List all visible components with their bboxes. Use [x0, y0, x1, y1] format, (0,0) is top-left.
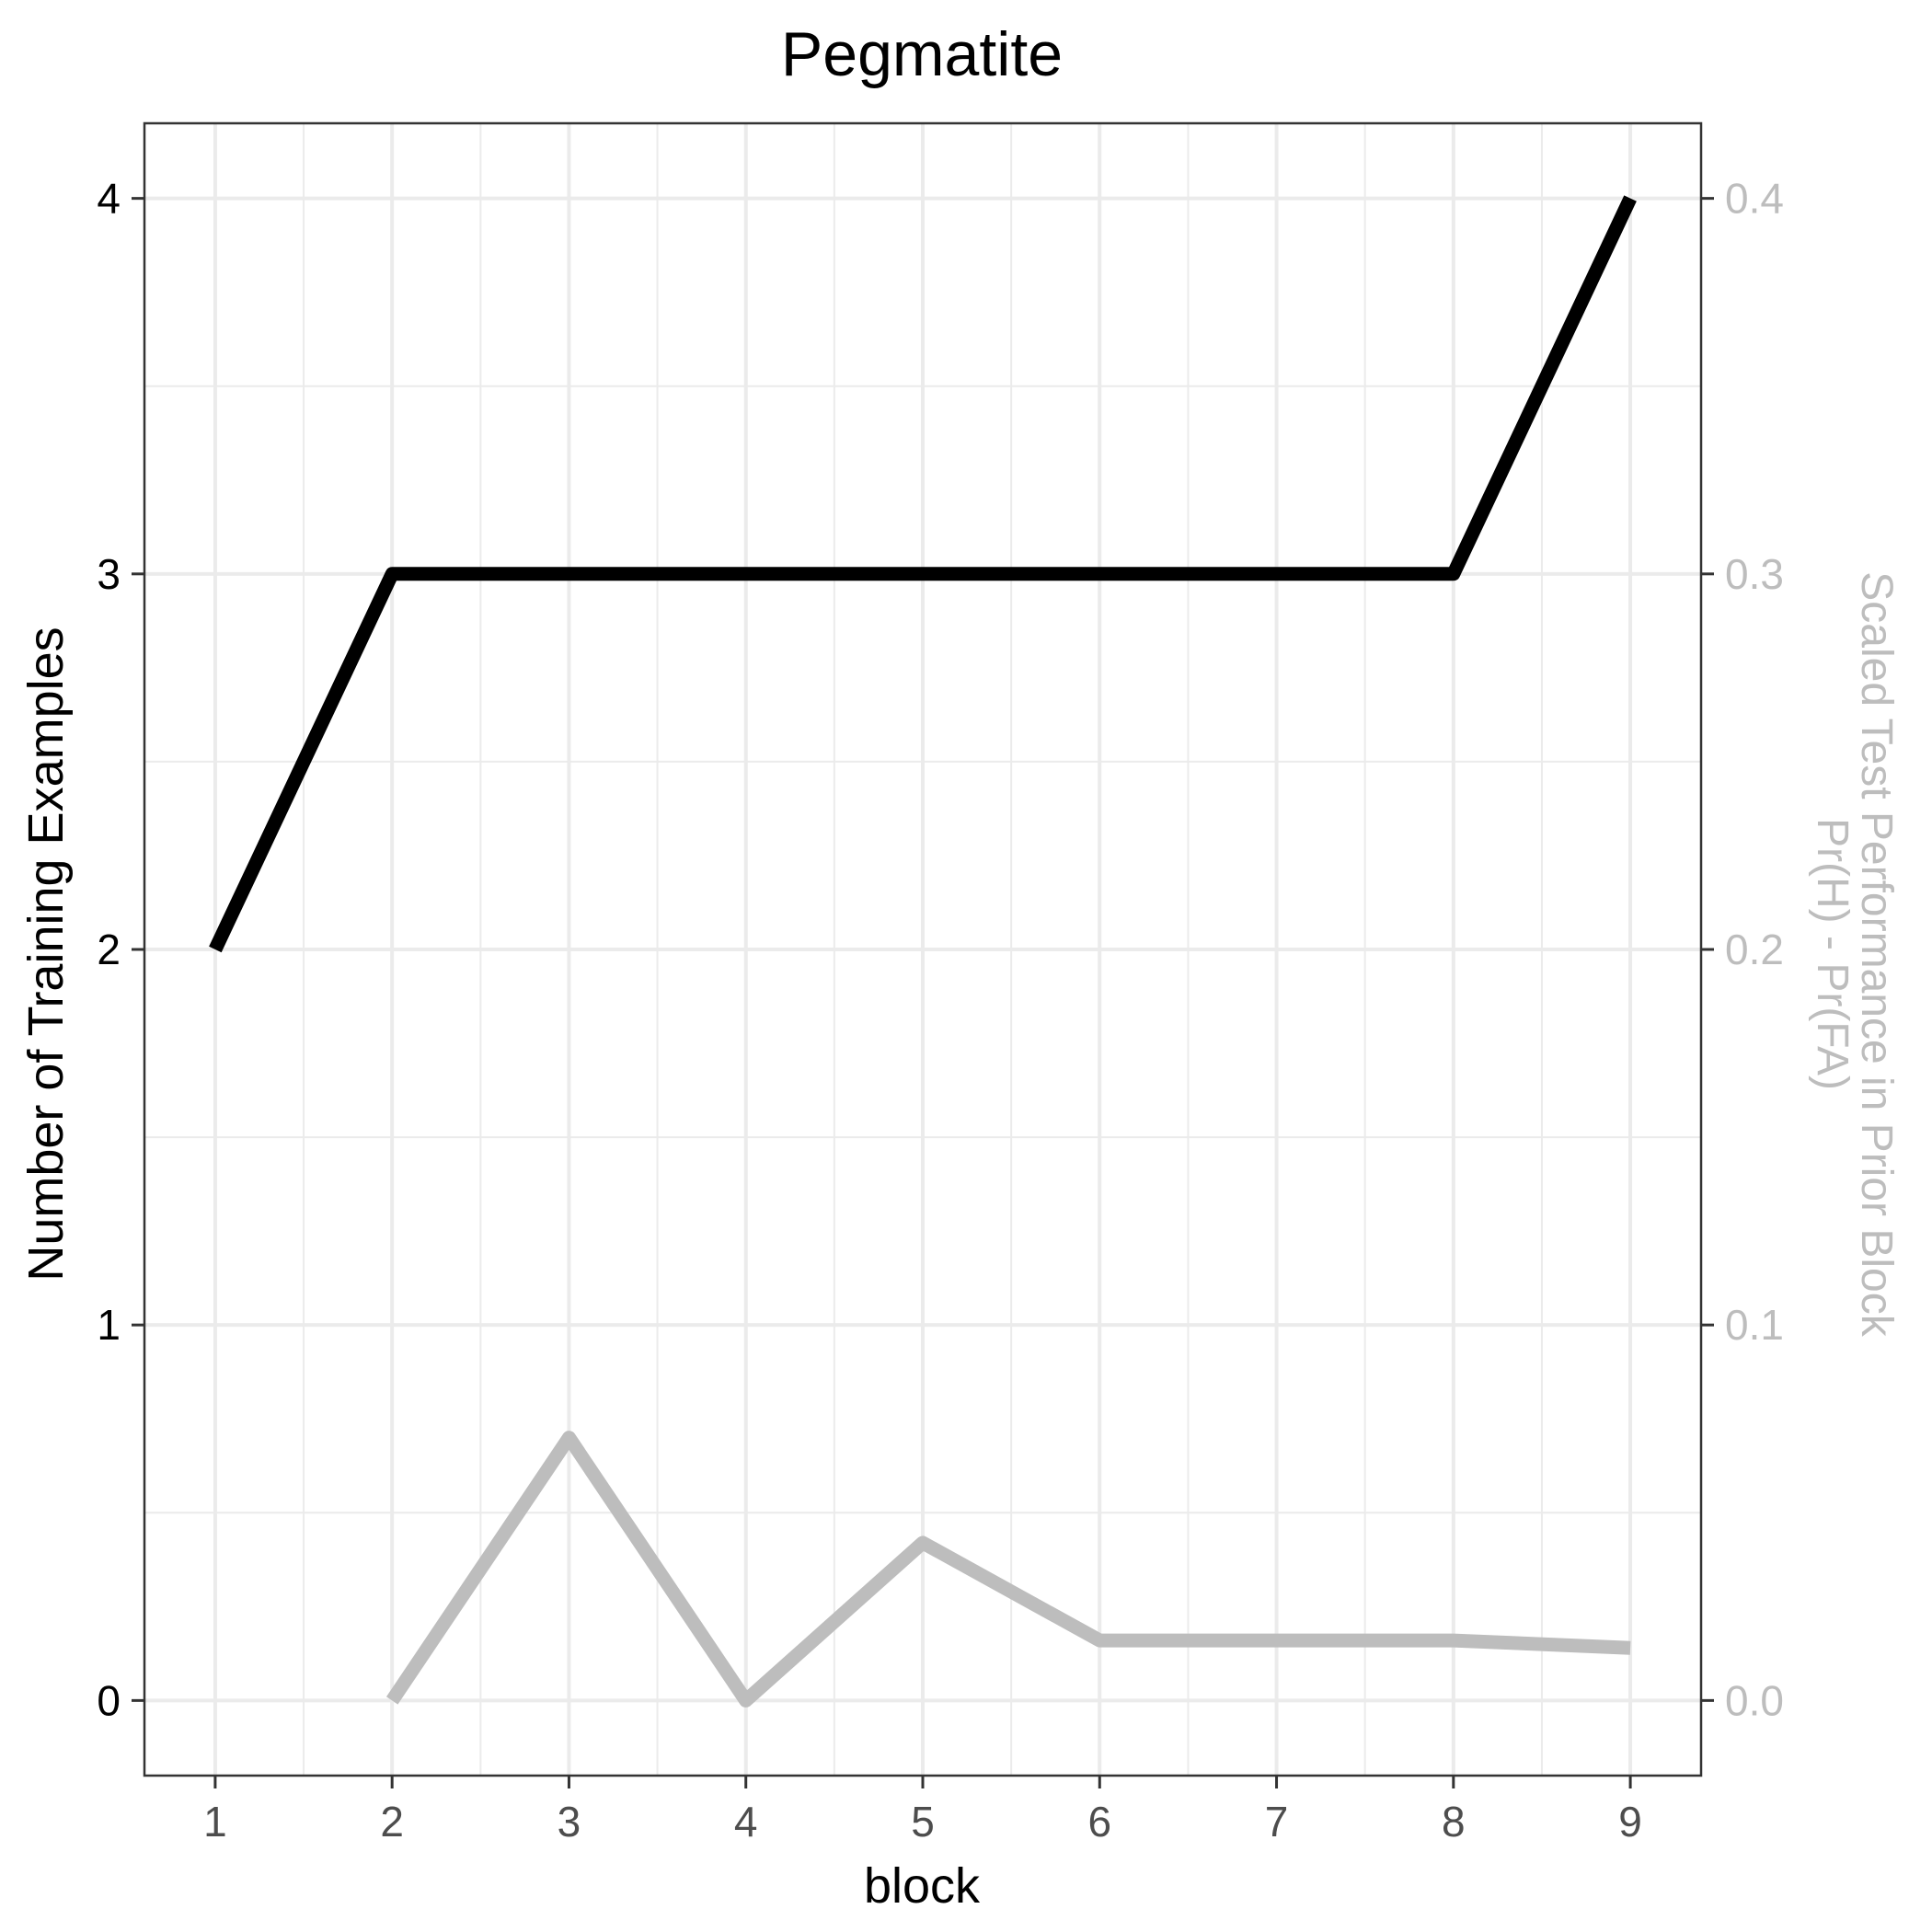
y-tick-label: 3: [97, 550, 121, 598]
y2-tick-label: 0.1: [1725, 1301, 1784, 1349]
y2-axis-title-line2: Pr(H) - Pr(FA): [1808, 818, 1857, 1090]
y-tick-label: 0: [97, 1676, 121, 1724]
x-tick-label: 3: [558, 1798, 581, 1846]
y2-tick-label: 0.2: [1725, 926, 1784, 973]
x-tick-label: 9: [1618, 1798, 1642, 1846]
x-tick-label: 7: [1265, 1798, 1289, 1846]
chart-title: Pegmatite: [781, 19, 1063, 89]
y2-tick-label: 0.4: [1725, 175, 1784, 223]
x-tick-label: 6: [1087, 1798, 1111, 1846]
x-tick-label: 1: [203, 1798, 227, 1846]
x-axis-title: block: [864, 1858, 981, 1914]
right-axis: 0.0 0.1 0.2 0.3 0.4: [1701, 175, 1784, 1724]
x-tick-label: 2: [380, 1798, 404, 1846]
x-tick-label: 8: [1442, 1798, 1466, 1846]
y-tick-label: 4: [97, 175, 121, 223]
y2-tick-label: 0.0: [1725, 1676, 1784, 1724]
y2-tick-label: 0.3: [1725, 550, 1784, 598]
x-tick-label: 4: [734, 1798, 758, 1846]
test-performance-line: [385, 1431, 1631, 1708]
y-tick-label: 1: [97, 1301, 121, 1349]
series-layer: [209, 195, 1637, 1708]
x-tick-label: 5: [911, 1798, 935, 1846]
left-axis: 0 1 2 3 4: [97, 175, 144, 1724]
training-examples-line: [209, 195, 1637, 953]
x-axis: 1 2 3 4 5 6 7 8 9: [203, 1776, 1642, 1846]
y2-axis-title-line1: Scaled Test Performance in Prior Block: [1852, 571, 1901, 1337]
y-tick-label: 2: [97, 926, 121, 973]
y-axis-title: Number of Training Examples: [18, 627, 74, 1281]
